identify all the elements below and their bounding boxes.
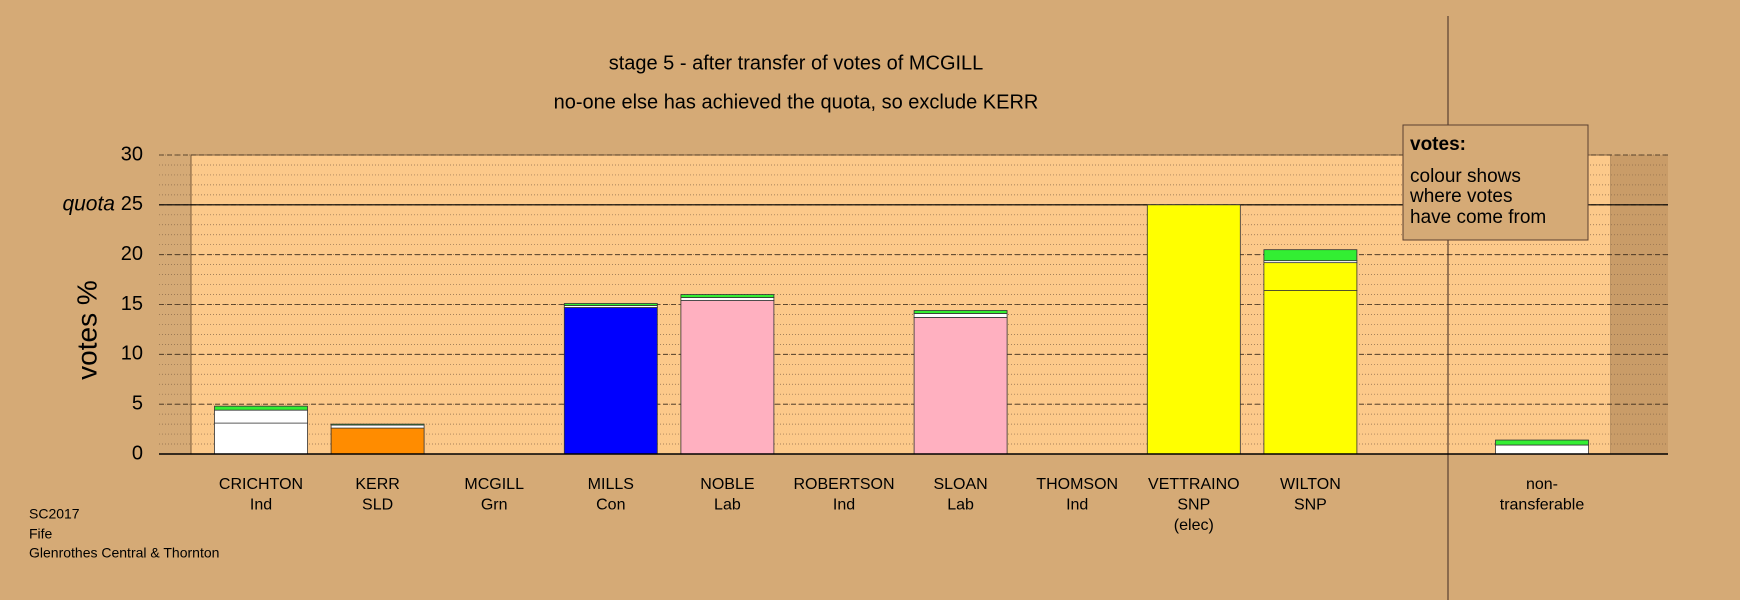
bar-segment [563,303,658,306]
chart-subtitle: no-one else has achieved the quota, so e… [554,91,1039,113]
x-tick-label: non- [1526,476,1558,493]
legend-line: where votes [1409,186,1512,207]
bar-segment [563,307,658,455]
y-tick-label: 30 [121,143,143,165]
x-tick-label: SLD [362,497,393,514]
bar-segment [1495,439,1589,446]
x-tick-label: ROBERTSON [793,476,894,493]
bar-segment [214,422,308,455]
bar-segment [1263,290,1358,455]
bar-segment [913,310,1008,314]
x-tick-label: Ind [250,497,272,514]
bar-segment [1263,262,1358,291]
bar-segment [680,297,775,301]
x-tick-label: transferable [1500,497,1585,514]
bar-segment [214,405,308,411]
x-tick-label: SNP [1177,497,1210,514]
bar-segment [1495,444,1589,455]
y-tick-label: 5 [132,392,143,414]
legend-title: votes: [1410,134,1466,155]
y-tick-label: 10 [121,343,143,365]
footer-line: Fife [29,526,53,542]
x-tick-label: SNP [1294,497,1327,514]
bar-segment [1263,249,1358,262]
bar-segment [214,409,308,424]
bar-segment [1146,204,1241,455]
y-tick-label: 25 [121,193,143,215]
bar-segment [680,294,775,298]
x-tick-label: Con [596,497,625,514]
plot: 0 5 10 15 20 25 30 quota CRICHTON Ind KERR SLD MCGIL… [62,143,1668,534]
x-tick-label: WILTON [1280,476,1341,493]
legend-box [1402,124,1589,241]
x-tick-label: KERR [355,476,399,493]
footer-line: SC2017 [29,506,80,522]
bar-segment [913,317,1008,455]
legend-line: have come from [1410,207,1546,228]
chart-title: stage 5 - after transfer of votes of MCG… [609,52,984,74]
x-tick-label: Lab [714,497,741,514]
bar-segment [330,424,425,429]
x-tick-label: SLOAN [933,476,987,493]
y-tick-label: 0 [132,442,143,464]
x-tick-label: Lab [947,497,974,514]
y-tick-label: 20 [121,243,143,265]
footer-line: Glenrothes Central & Thornton [29,545,219,561]
x-tick-label: CRICHTON [219,476,303,493]
x-tick-label: VETTRAINO [1148,476,1240,493]
x-tick-label: Ind [833,497,855,514]
y-axis-label: votes % [71,280,102,380]
x-tick-label: THOMSON [1036,476,1118,493]
bar-segment [913,313,1008,318]
bar-segment [330,423,425,426]
legend-line: colour shows [1410,166,1521,187]
x-tick-label: NOBLE [700,476,754,493]
x-tick-label: MILLS [588,476,634,493]
bar-segment [330,427,425,455]
y-tick-label: 15 [121,293,143,315]
x-tick-label: Grn [481,497,508,514]
bar-segment [680,300,775,455]
x-tick-label: (elec) [1174,517,1214,534]
x-tick-label: Ind [1066,497,1088,514]
x-tick-label: MCGILL [464,476,524,493]
quota-label: quota [62,192,115,215]
